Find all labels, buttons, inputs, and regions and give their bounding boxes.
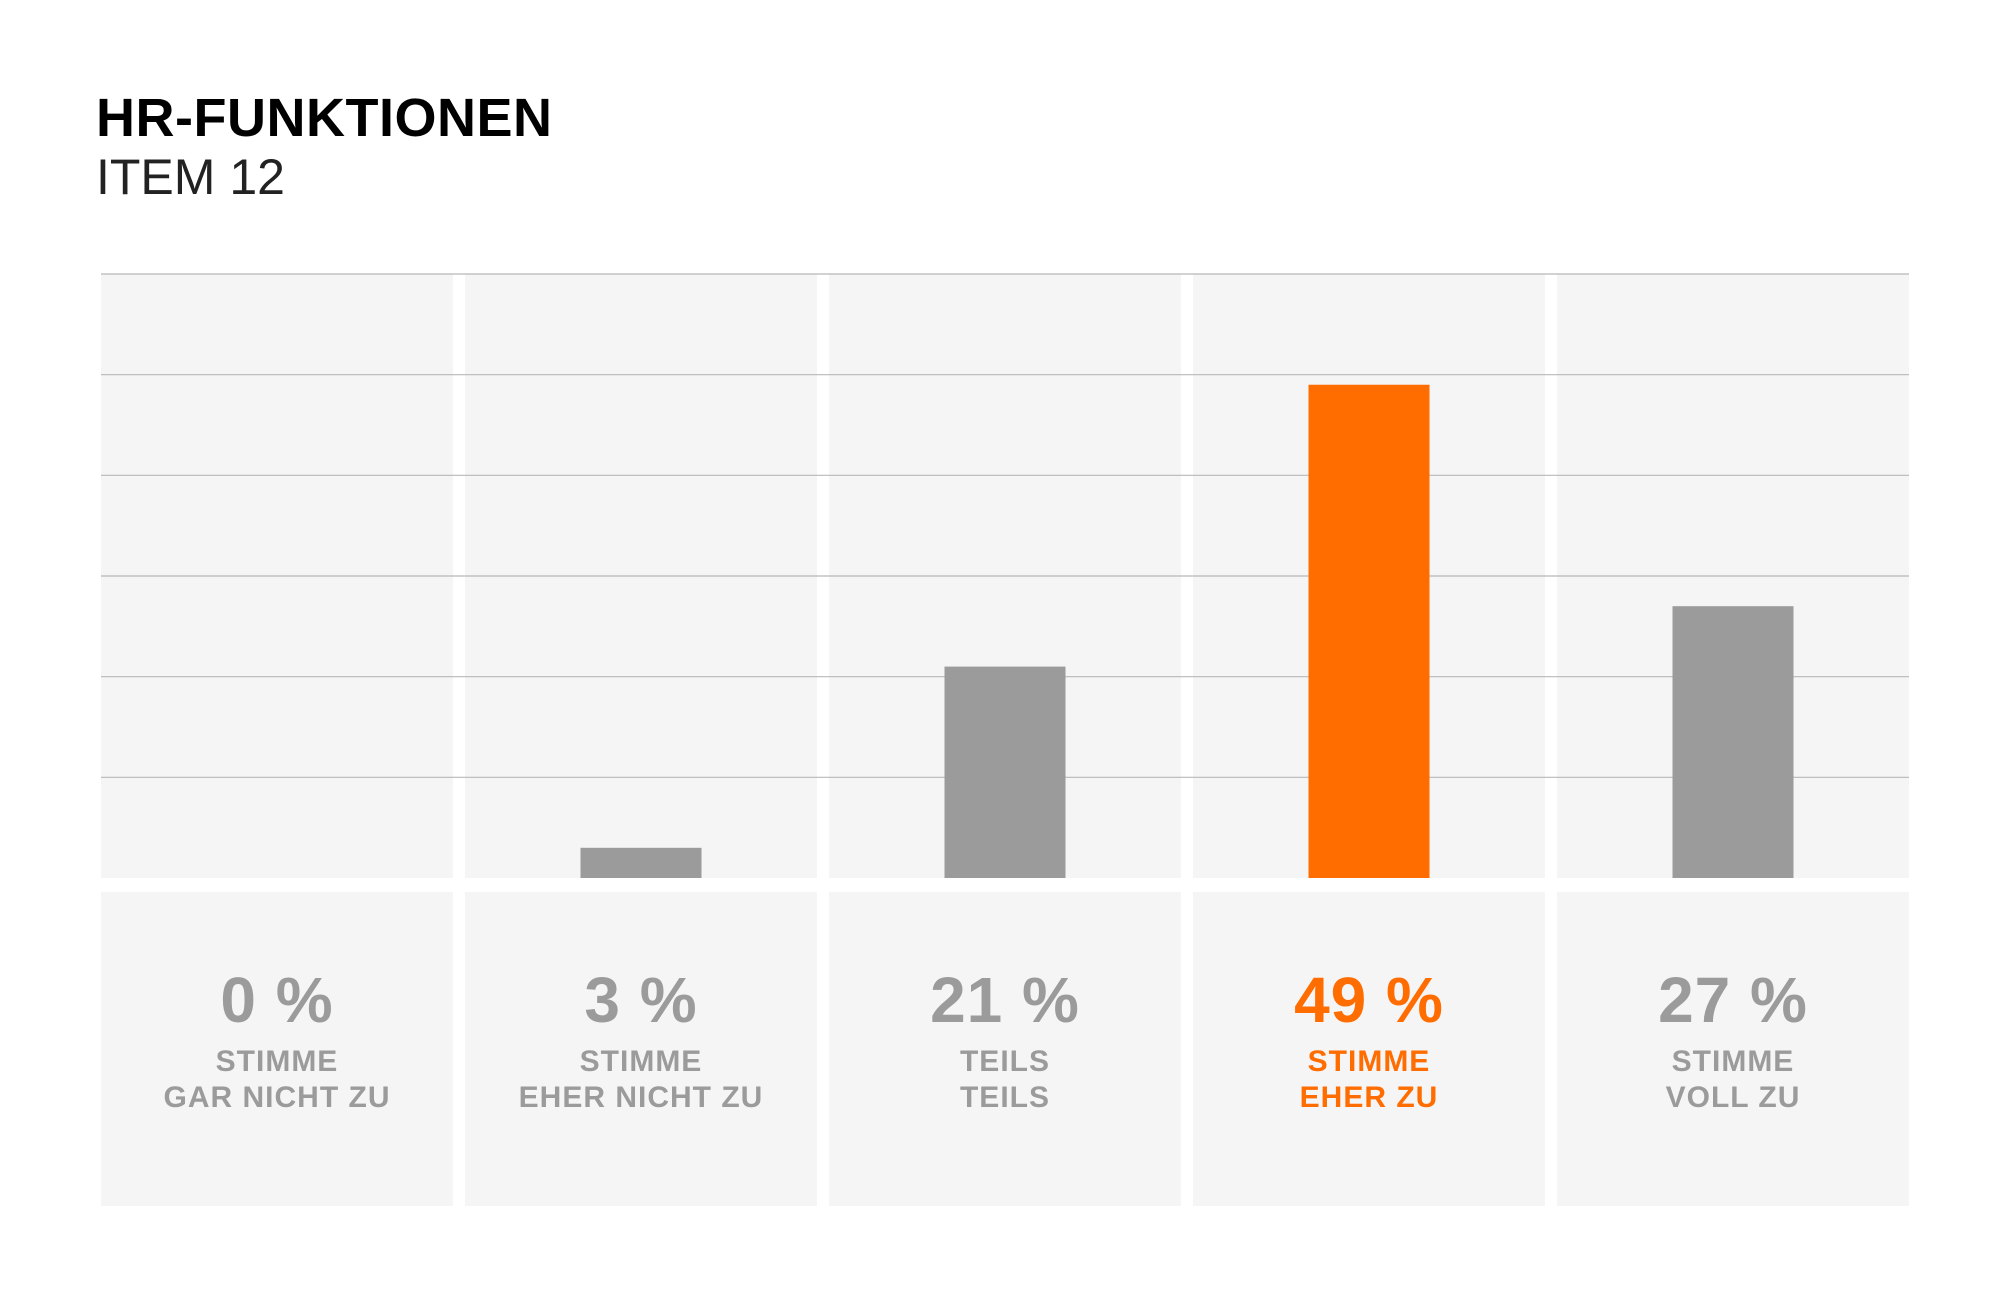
label-panel: 49 % STIMME EHER ZU	[1193, 892, 1545, 1206]
category-label-line: TEILS	[959, 1081, 1050, 1114]
category-label-line: VOLL ZU	[1665, 1081, 1801, 1114]
title-block: HR-FUNKTIONEN ITEM 12	[96, 88, 552, 206]
category-label-line: STIMME	[1671, 1045, 1795, 1078]
value-label: 21 %	[930, 964, 1080, 1036]
category-label-line: GAR NICHT ZU	[163, 1081, 391, 1114]
category-label: STIMME EHER ZU	[1193, 1044, 1545, 1116]
category-label: TEILS TEILS	[829, 1044, 1181, 1116]
category-label-line: EHER NICHT ZU	[518, 1081, 764, 1114]
label-panel: 21 % TEILS TEILS	[829, 892, 1181, 1206]
chart-subtitle: ITEM 12	[96, 149, 285, 205]
value-label: 3 %	[584, 964, 698, 1036]
bar	[580, 847, 702, 878]
category-label-line: STIMME	[1307, 1045, 1431, 1078]
category-label-line: EHER ZU	[1299, 1081, 1439, 1114]
category-label: STIMME GAR NICHT ZU	[101, 1044, 453, 1116]
value-label: 0 %	[220, 964, 334, 1036]
label-panel: 27 % STIMME VOLL ZU	[1557, 892, 1909, 1206]
category-label-line: STIMME	[579, 1045, 703, 1078]
bar	[1672, 606, 1794, 878]
bar	[1308, 384, 1430, 878]
category-label-line: TEILS	[959, 1045, 1050, 1078]
category-label: STIMME EHER NICHT ZU	[465, 1044, 817, 1116]
chart-title: HR-FUNKTIONEN	[96, 88, 553, 148]
label-panel: 3 % STIMME EHER NICHT ZU	[465, 892, 817, 1206]
category-label-line: STIMME	[215, 1045, 339, 1078]
value-label: 49 %	[1294, 964, 1444, 1036]
label-panel: 0 % STIMME GAR NICHT ZU	[101, 892, 453, 1206]
bar	[944, 666, 1066, 878]
category-label: STIMME VOLL ZU	[1557, 1044, 1909, 1116]
value-label: 27 %	[1658, 964, 1808, 1036]
